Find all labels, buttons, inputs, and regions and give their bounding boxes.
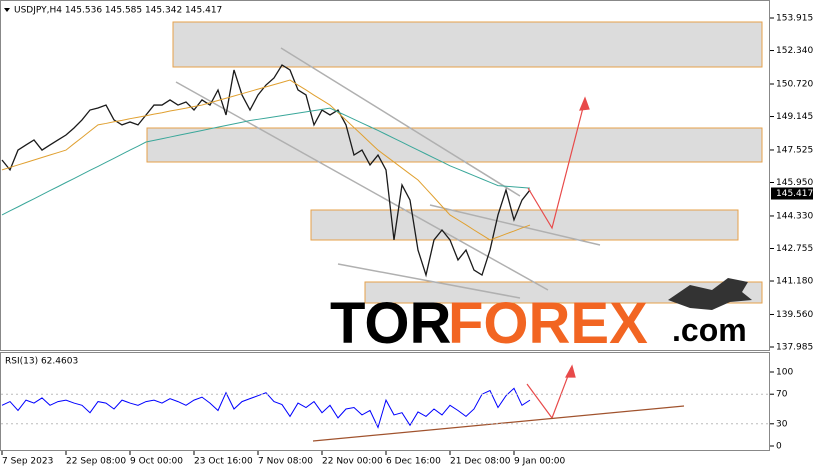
bull-icon [668, 278, 752, 310]
logo-text: .com [672, 312, 747, 348]
y-tick-label: 153.915 [776, 14, 813, 24]
series-line [1, 79, 531, 241]
zones [146, 21, 763, 304]
logo-text: FOREX [448, 291, 648, 356]
y-tick-label: 70 [776, 390, 788, 400]
plot [1, 64, 531, 429]
zone [310, 209, 739, 241]
x-tick-label: 9 Oct 00:00 [130, 457, 183, 467]
y-tick-label: 139.560 [776, 310, 813, 320]
x-tick-label: 23 Oct 16:00 [194, 457, 253, 467]
y-tick-label: 141.180 [776, 277, 813, 287]
price-label-bg [771, 187, 813, 200]
x-tick-label: 7 Nov 08:00 [258, 457, 313, 467]
forecast-arrow [526, 367, 572, 420]
rsi-title: RSI(13) 62.4603 [5, 357, 78, 367]
y-tick-label: 0 [776, 442, 782, 452]
series-line [1, 64, 531, 278]
rsi-panel [0, 352, 770, 451]
channel-line [337, 263, 521, 299]
rsi-trendline [312, 405, 685, 442]
x-tick-label: 6 Dec 16:00 [386, 457, 441, 467]
series-line [1, 107, 531, 216]
channel-lines [175, 47, 601, 299]
price-label: 145.417 [776, 189, 813, 199]
y-tick-label: 145.950 [776, 178, 813, 188]
chart-title: USDJPY,H4 145.536 145.585 145.342 145.41… [14, 6, 222, 16]
y-tick-label: 137.985 [776, 343, 813, 353]
x-tick-label: 9 Jan 00:00 [514, 457, 566, 467]
main-panel [0, 0, 770, 351]
zone [172, 21, 763, 68]
channel-line [280, 47, 521, 197]
logo-text: TOR [330, 291, 451, 356]
y-tick-label: 30 [776, 419, 788, 429]
y-tick-label: 100 [776, 368, 793, 378]
y-tick-label: 142.755 [776, 244, 813, 254]
y-tick-label: 147.525 [776, 145, 813, 155]
arrow-head [579, 96, 590, 111]
zone [146, 127, 763, 163]
forecast-arrow [527, 99, 586, 230]
watermark: TOR FOREX .com [330, 278, 752, 356]
x-tick-label: 21 Dec 08:00 [450, 457, 511, 467]
y-tick-label: 144.330 [776, 211, 813, 221]
channel-line [429, 204, 601, 246]
y-tick-label: 150.720 [776, 79, 813, 89]
series-line [1, 387, 531, 429]
channel-line [175, 81, 549, 291]
x-tick-label: 7 Sep 2023 [2, 457, 53, 467]
x-tick-label: 22 Sep 08:00 [66, 457, 126, 467]
arrow-head [564, 364, 576, 378]
menu-icon [4, 8, 10, 12]
y-tick-label: 149.145 [776, 112, 813, 122]
x-tick-label: 22 Nov 00:00 [322, 457, 383, 467]
y-tick-label: 152.340 [776, 46, 813, 56]
